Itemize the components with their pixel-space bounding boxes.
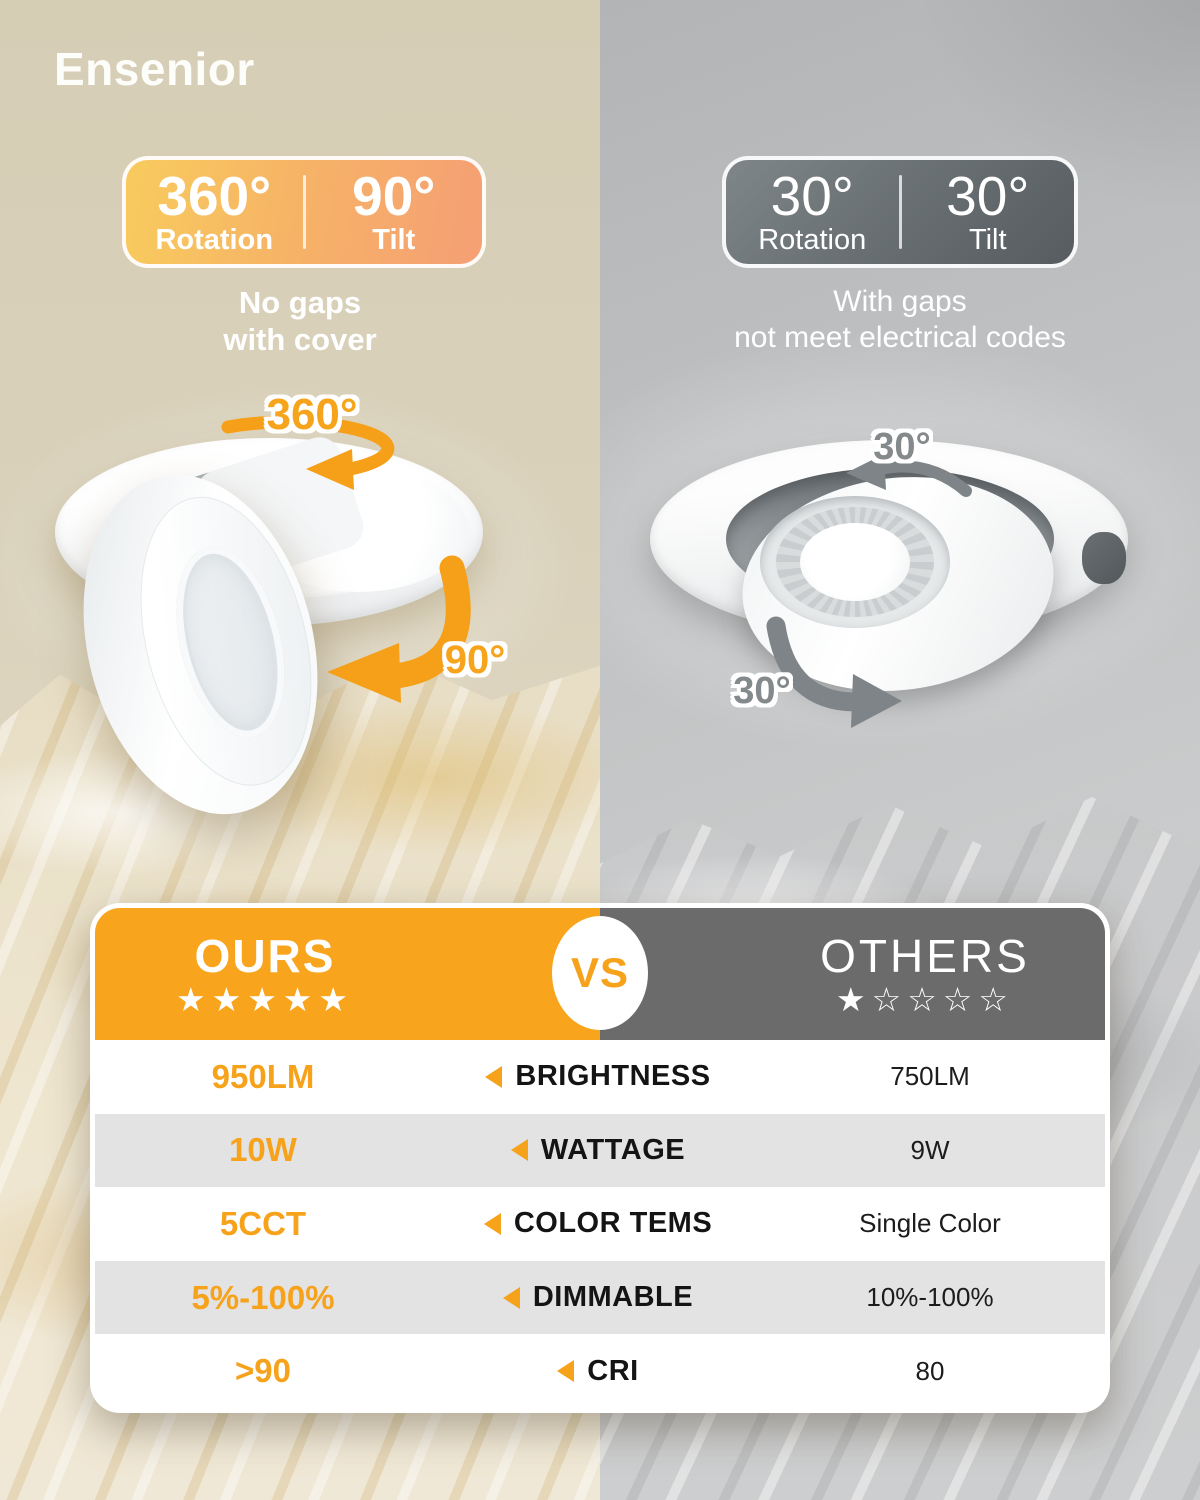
right-spec-badge: 30° Rotation 30° Tilt (722, 156, 1078, 268)
tilt-value: 30° (946, 165, 1030, 227)
comparison-row: 10W WATTAGE 9W (95, 1113, 1105, 1188)
others-value: Single Color (859, 1208, 1001, 1239)
right-spring-clip (1082, 532, 1126, 584)
left-caption: No gaps with cover (100, 284, 500, 358)
rotation-label: Rotation (155, 224, 274, 256)
rotation-value: 30° (770, 165, 854, 227)
others-stars: ★☆☆☆☆ (836, 979, 1014, 1019)
ours-value: >90 (235, 1352, 291, 1390)
ours-title: OURS (194, 929, 336, 982)
tilt-label: Tilt (372, 224, 416, 256)
ours-header-group: OURS ★★★★★ (95, 908, 435, 1040)
feature-cell: DIMMABLE (431, 1261, 765, 1335)
rotation-spec: 30° Rotation (726, 169, 899, 255)
ours-stars: ★★★★★ (176, 979, 354, 1019)
comparison-row: >90 CRI 80 (95, 1334, 1105, 1408)
others-value: 10%-100% (866, 1282, 994, 1313)
feature-cell: BRIGHTNESS (431, 1040, 765, 1114)
right-head-lens (800, 523, 910, 601)
comparison-row: 5CCT COLOR TEMS Single Color (95, 1187, 1105, 1261)
rotation-value: 360° (157, 165, 272, 227)
ours-header-background (95, 908, 600, 1040)
tilt-value: 90° (352, 165, 436, 227)
vs-badge: VS (552, 916, 648, 1030)
brand-logo: Ensenior (54, 43, 255, 95)
feature-label: CRI (587, 1354, 639, 1387)
rotation-spec: 360° Rotation (126, 169, 303, 255)
others-value: 9W (910, 1134, 950, 1165)
feature-label: COLOR TEMS (513, 1207, 713, 1240)
feature-cell: COLOR TEMS (431, 1187, 765, 1261)
rotation-label: Rotation (758, 224, 867, 256)
left-triangle-icon (502, 1286, 520, 1309)
comparison-card: OURS ★★★★★ OTHERS ★☆☆☆☆ VS 950LM BRIGHTNE… (90, 903, 1110, 1413)
right-caption: With gaps not meet electrical codes (640, 284, 1160, 356)
others-header-background (600, 908, 1105, 1040)
ours-value: 5%-100% (191, 1278, 335, 1316)
right-tilt-degree-label: 30° (733, 670, 791, 712)
left-triangle-icon (557, 1360, 575, 1383)
left-spec-badge: 360° Rotation 90° Tilt (122, 156, 486, 268)
others-header-group: OTHERS ★☆☆☆☆ (750, 908, 1100, 1040)
comparison-row: 5%-100% DIMMABLE 10%-100% (95, 1260, 1105, 1335)
feature-label: WATTAGE (540, 1133, 686, 1166)
comparison-header: OURS ★★★★★ OTHERS ★☆☆☆☆ VS (95, 908, 1105, 1040)
feature-label: BRIGHTNESS (515, 1060, 711, 1093)
tilt-spec: 30° Tilt (902, 169, 1075, 255)
others-title: OTHERS (820, 929, 1030, 982)
tilt-label: Tilt (968, 224, 1007, 256)
others-value: 750LM (890, 1061, 970, 1092)
badge-divider (898, 175, 902, 249)
feature-label: DIMMABLE (532, 1281, 694, 1314)
tilt-spec: 90° Tilt (306, 169, 483, 255)
ours-value: 10W (229, 1131, 297, 1169)
left-caption-line2: with cover (223, 322, 377, 358)
comparison-row: 950LM BRIGHTNESS 750LM (95, 1040, 1105, 1114)
badge-divider (302, 175, 306, 249)
feature-cell: WATTAGE (431, 1114, 765, 1188)
right-caption-line2: not meet electrical codes (734, 321, 1066, 354)
vs-label: VS (570, 949, 630, 996)
ours-value: 5CCT (219, 1204, 307, 1242)
right-caption-line1: With gaps (833, 285, 967, 318)
comparison-rows: 950LM BRIGHTNESS 750LM 10W WATTAGE 9W 5CCT COLO… (95, 1040, 1105, 1408)
right-rotation-degree-label: 30° (873, 426, 931, 468)
left-triangle-icon (485, 1065, 503, 1088)
feature-cell: CRI (431, 1334, 765, 1408)
left-rotation-degree-label: 360° (266, 390, 358, 439)
others-value: 80 (915, 1355, 945, 1386)
left-tilt-degree-label: 90° (444, 638, 506, 682)
left-triangle-icon (510, 1139, 528, 1162)
ours-value: 950LM (211, 1057, 315, 1095)
left-triangle-icon (483, 1212, 501, 1235)
left-caption-line1: No gaps (238, 285, 362, 320)
